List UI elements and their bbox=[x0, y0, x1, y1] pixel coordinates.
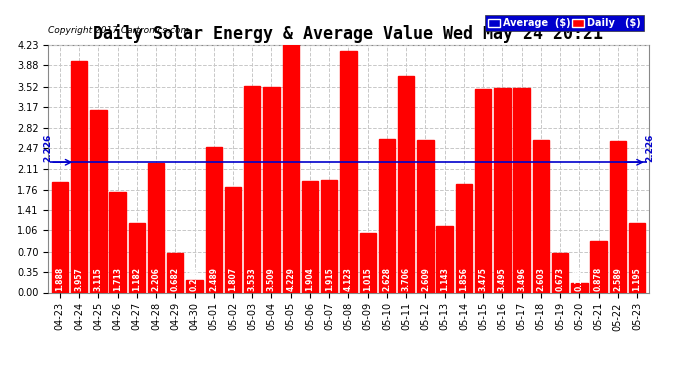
Text: 1.713: 1.713 bbox=[113, 267, 122, 291]
Text: 1.143: 1.143 bbox=[440, 267, 449, 291]
Bar bbox=[244, 86, 260, 292]
Text: 2.226: 2.226 bbox=[645, 134, 654, 162]
Bar bbox=[494, 88, 511, 292]
Bar bbox=[321, 180, 337, 292]
Text: 0.682: 0.682 bbox=[171, 267, 180, 291]
Bar bbox=[90, 110, 106, 292]
Text: 0.216: 0.216 bbox=[190, 267, 199, 291]
Text: 2.603: 2.603 bbox=[536, 267, 545, 291]
Text: 3.115: 3.115 bbox=[94, 267, 103, 291]
Text: 0.673: 0.673 bbox=[555, 267, 564, 291]
Text: 2.628: 2.628 bbox=[382, 267, 391, 291]
Bar bbox=[71, 61, 87, 292]
Text: 1.015: 1.015 bbox=[363, 267, 372, 291]
Bar bbox=[629, 223, 645, 292]
Text: 1.856: 1.856 bbox=[460, 267, 469, 291]
Legend: Average  ($), Daily   ($): Average ($), Daily ($) bbox=[486, 15, 644, 31]
Text: 2.226: 2.226 bbox=[43, 134, 52, 162]
Text: 0.166: 0.166 bbox=[575, 267, 584, 291]
Text: 3.706: 3.706 bbox=[402, 267, 411, 291]
Bar bbox=[591, 241, 607, 292]
Text: 2.206: 2.206 bbox=[152, 267, 161, 291]
Text: 2.489: 2.489 bbox=[209, 267, 218, 291]
Text: 3.533: 3.533 bbox=[248, 267, 257, 291]
Text: 3.495: 3.495 bbox=[498, 267, 507, 291]
Text: 1.915: 1.915 bbox=[325, 267, 334, 291]
Text: 0.878: 0.878 bbox=[594, 267, 603, 291]
Text: 1.807: 1.807 bbox=[228, 267, 237, 291]
Bar bbox=[128, 224, 145, 292]
Bar bbox=[475, 89, 491, 292]
Bar bbox=[417, 140, 433, 292]
Text: 3.957: 3.957 bbox=[75, 267, 83, 291]
Bar bbox=[571, 283, 587, 292]
Bar bbox=[282, 45, 299, 292]
Bar bbox=[379, 139, 395, 292]
Text: 3.496: 3.496 bbox=[517, 267, 526, 291]
Text: 1.182: 1.182 bbox=[132, 267, 141, 291]
Bar bbox=[302, 181, 318, 292]
Bar bbox=[148, 164, 164, 292]
Bar bbox=[359, 233, 376, 292]
Text: 3.509: 3.509 bbox=[267, 267, 276, 291]
Text: 1.904: 1.904 bbox=[306, 267, 315, 291]
Text: 2.589: 2.589 bbox=[613, 267, 622, 291]
Bar bbox=[52, 182, 68, 292]
Text: 1.195: 1.195 bbox=[633, 267, 642, 291]
Bar bbox=[225, 187, 241, 292]
Bar bbox=[437, 226, 453, 292]
Bar bbox=[186, 280, 203, 292]
Text: 4.229: 4.229 bbox=[286, 267, 295, 291]
Bar bbox=[455, 184, 472, 292]
Bar bbox=[533, 140, 549, 292]
Bar bbox=[167, 253, 184, 292]
Text: Copyright 2017 Cartronics.com: Copyright 2017 Cartronics.com bbox=[48, 26, 190, 35]
Bar bbox=[552, 253, 569, 292]
Bar bbox=[398, 76, 415, 292]
Bar bbox=[340, 51, 357, 292]
Title: Daily Solar Energy & Average Value Wed May 24 20:21: Daily Solar Energy & Average Value Wed M… bbox=[93, 24, 604, 44]
Text: 2.609: 2.609 bbox=[421, 267, 430, 291]
Text: 3.475: 3.475 bbox=[479, 267, 488, 291]
Bar bbox=[206, 147, 222, 292]
Bar bbox=[264, 87, 279, 292]
Text: 4.123: 4.123 bbox=[344, 267, 353, 291]
Text: 1.888: 1.888 bbox=[55, 267, 64, 291]
Bar bbox=[610, 141, 626, 292]
Bar bbox=[513, 88, 530, 292]
Bar bbox=[110, 192, 126, 292]
